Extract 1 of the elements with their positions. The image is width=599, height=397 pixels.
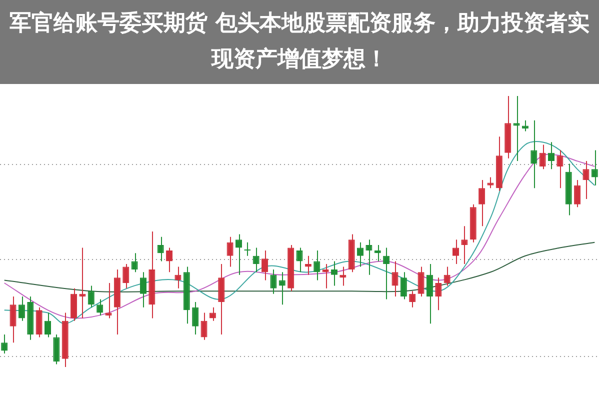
chart-title: 军官给账号委买期货 包头本地股票配资服务，助力投资者实现资产增值梦想！ [8,10,590,74]
